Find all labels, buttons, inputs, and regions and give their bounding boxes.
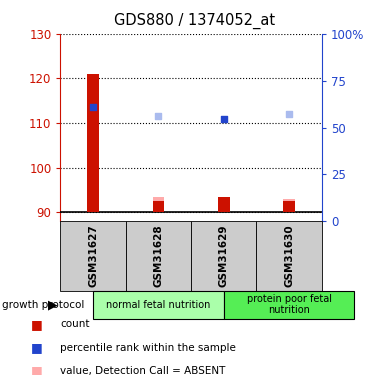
Text: ■: ■ — [31, 318, 43, 331]
Bar — [283, 201, 295, 212]
Text: GSM31629: GSM31629 — [219, 225, 229, 287]
Point — [221, 116, 227, 122]
Bar — [218, 201, 230, 212]
Text: GSM31627: GSM31627 — [88, 225, 98, 287]
Text: GDS880 / 1374052_at: GDS880 / 1374052_at — [114, 13, 276, 29]
Text: value, Detection Call = ABSENT: value, Detection Call = ABSENT — [60, 366, 226, 375]
Text: ■: ■ — [31, 364, 43, 375]
Point — [90, 104, 96, 110]
Bar — [218, 197, 230, 212]
Point — [155, 113, 161, 119]
Bar — [283, 199, 295, 212]
Text: GSM31630: GSM31630 — [284, 225, 294, 287]
Bar — [87, 74, 99, 212]
Text: protein poor fetal
nutrition: protein poor fetal nutrition — [246, 294, 332, 315]
Point — [286, 111, 292, 117]
Text: percentile rank within the sample: percentile rank within the sample — [60, 343, 236, 352]
Text: GSM31628: GSM31628 — [153, 225, 163, 287]
Text: ■: ■ — [31, 341, 43, 354]
Text: normal fetal nutrition: normal fetal nutrition — [106, 300, 211, 310]
Text: ▶: ▶ — [48, 298, 57, 311]
Bar — [152, 201, 164, 212]
Text: count: count — [60, 320, 90, 329]
Bar — [152, 197, 164, 212]
Text: growth protocol: growth protocol — [2, 300, 84, 310]
